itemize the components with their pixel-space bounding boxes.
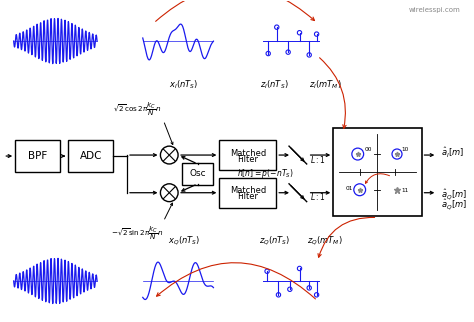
- Bar: [219, 178, 276, 208]
- Text: 11: 11: [401, 188, 408, 193]
- Text: Matched: Matched: [230, 148, 266, 157]
- FancyArrowPatch shape: [155, 0, 314, 21]
- FancyArrowPatch shape: [318, 217, 374, 257]
- Bar: [219, 140, 276, 170]
- Text: $-\sqrt{2}\sin 2\pi\dfrac{k_C}{N}n$: $-\sqrt{2}\sin 2\pi\dfrac{k_C}{N}n$: [110, 224, 163, 242]
- Text: $\hat{a}_Q[m]$: $\hat{a}_Q[m]$: [441, 197, 467, 212]
- Bar: [15, 140, 60, 172]
- Text: $L:1$: $L:1$: [310, 154, 326, 165]
- Text: $z_I(nT_S)$: $z_I(nT_S)$: [260, 79, 289, 91]
- Text: 00: 00: [365, 147, 372, 152]
- Text: $z_I(mT_M)$: $z_I(mT_M)$: [309, 79, 342, 91]
- Text: ADC: ADC: [80, 151, 102, 161]
- Text: wirelesspi.com: wirelesspi.com: [409, 7, 461, 13]
- Text: $h[n]=p(-nT_S)$: $h[n]=p(-nT_S)$: [237, 167, 294, 180]
- Bar: [333, 128, 421, 215]
- Text: 10: 10: [401, 147, 408, 152]
- Bar: [182, 163, 213, 185]
- FancyArrowPatch shape: [365, 174, 390, 183]
- Text: $L:1$: $L:1$: [310, 191, 326, 202]
- Text: $\sqrt{2}\cos 2\pi\dfrac{k_C}{N}n$: $\sqrt{2}\cos 2\pi\dfrac{k_C}{N}n$: [113, 101, 161, 118]
- Text: 01: 01: [346, 186, 353, 191]
- Text: $x_Q(nT_S)$: $x_Q(nT_S)$: [168, 234, 200, 247]
- Text: $z_Q(nT_S)$: $z_Q(nT_S)$: [258, 234, 290, 247]
- FancyArrowPatch shape: [156, 263, 315, 299]
- Text: $z_Q(mT_M)$: $z_Q(mT_M)$: [308, 234, 343, 247]
- Text: Filter: Filter: [237, 155, 258, 164]
- FancyArrowPatch shape: [319, 58, 346, 128]
- Text: $\hat{a}_Q[m]$: $\hat{a}_Q[m]$: [441, 187, 467, 202]
- Text: $\hat{a}_I[m]$: $\hat{a}_I[m]$: [441, 146, 465, 160]
- Text: Osc: Osc: [190, 169, 206, 178]
- Text: $x_I(nT_S)$: $x_I(nT_S)$: [169, 79, 199, 91]
- Text: BPF: BPF: [28, 151, 47, 161]
- Text: Filter: Filter: [237, 192, 258, 201]
- Bar: [68, 140, 113, 172]
- Text: Matched: Matched: [230, 186, 266, 195]
